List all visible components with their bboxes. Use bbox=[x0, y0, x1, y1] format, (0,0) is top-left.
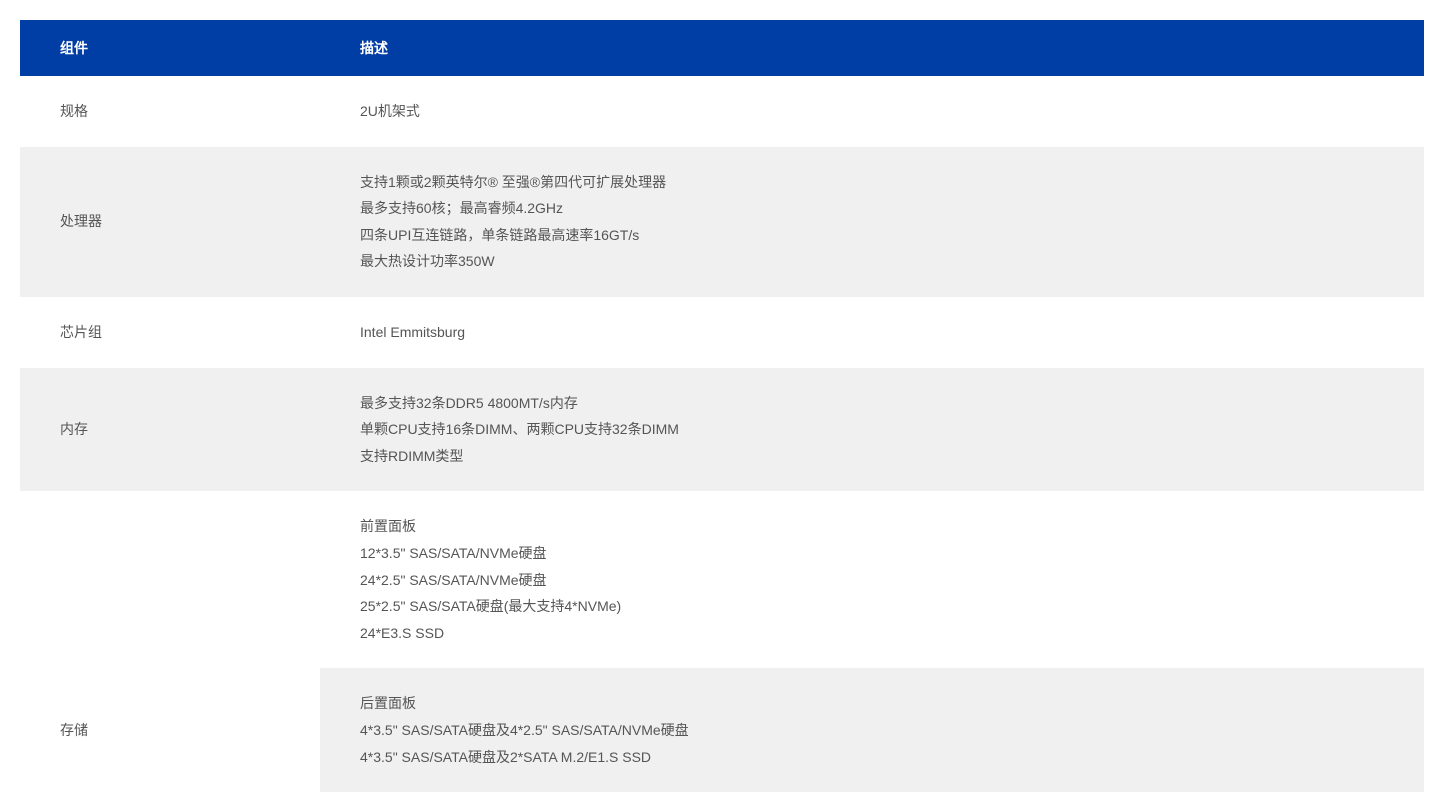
table-row: 芯片组 Intel Emmitsburg bbox=[20, 297, 1424, 368]
cell-component: 芯片组 bbox=[20, 297, 320, 368]
desc-line: 4*3.5" SAS/SATA硬盘及2*SATA M.2/E1.S SSD bbox=[360, 744, 1404, 771]
table-row: 前置面板 12*3.5" SAS/SATA/NVMe硬盘 24*2.5" SAS… bbox=[20, 491, 1424, 668]
cell-description: 支持1颗或2颗英特尔® 至强®第四代可扩展处理器 最多支持60核；最高睿频4.2… bbox=[320, 147, 1424, 297]
table-header-row: 组件 描述 bbox=[20, 20, 1424, 76]
desc-line: 2U机架式 bbox=[360, 98, 1404, 125]
table-row: 规格 2U机架式 bbox=[20, 76, 1424, 147]
desc-line: 单颗CPU支持16条DIMM、两颗CPU支持32条DIMM bbox=[360, 416, 1404, 443]
desc-line: 25*2.5" SAS/SATA硬盘(最大支持4*NVMe) bbox=[360, 593, 1404, 620]
desc-line: 后置面板 bbox=[360, 690, 1404, 717]
desc-line: 四条UPI互连链路，单条链路最高速率16GT/s bbox=[360, 222, 1404, 249]
cell-component bbox=[20, 491, 320, 668]
desc-line: 24*2.5" SAS/SATA/NVMe硬盘 bbox=[360, 567, 1404, 594]
desc-line: Intel Emmitsburg bbox=[360, 319, 1404, 346]
table-body: 规格 2U机架式 处理器 支持1颗或2颗英特尔® 至强®第四代可扩展处理器 最多… bbox=[20, 76, 1424, 792]
cell-component: 内存 bbox=[20, 368, 320, 492]
cell-component: 规格 bbox=[20, 76, 320, 147]
desc-line: 4*3.5" SAS/SATA硬盘及4*2.5" SAS/SATA/NVMe硬盘 bbox=[360, 717, 1404, 744]
cell-description: 前置面板 12*3.5" SAS/SATA/NVMe硬盘 24*2.5" SAS… bbox=[320, 491, 1424, 668]
spec-table: 组件 描述 规格 2U机架式 处理器 支持1颗或2颗英特尔® 至强®第四代可扩展… bbox=[20, 20, 1424, 792]
desc-line: 最多支持60核；最高睿频4.2GHz bbox=[360, 195, 1404, 222]
cell-component: 处理器 bbox=[20, 147, 320, 297]
table-row: 内存 最多支持32条DDR5 4800MT/s内存 单颗CPU支持16条DIMM… bbox=[20, 368, 1424, 492]
header-description: 描述 bbox=[320, 20, 1424, 76]
cell-description: 2U机架式 bbox=[320, 76, 1424, 147]
desc-line: 最多支持32条DDR5 4800MT/s内存 bbox=[360, 390, 1404, 417]
desc-line: 支持RDIMM类型 bbox=[360, 443, 1404, 470]
table-row: 处理器 支持1颗或2颗英特尔® 至强®第四代可扩展处理器 最多支持60核；最高睿… bbox=[20, 147, 1424, 297]
cell-description: 最多支持32条DDR5 4800MT/s内存 单颗CPU支持16条DIMM、两颗… bbox=[320, 368, 1424, 492]
desc-line: 12*3.5" SAS/SATA/NVMe硬盘 bbox=[360, 540, 1404, 567]
cell-description: 后置面板 4*3.5" SAS/SATA硬盘及4*2.5" SAS/SATA/N… bbox=[320, 668, 1424, 792]
cell-component: 存储 bbox=[20, 668, 320, 792]
cell-description: Intel Emmitsburg bbox=[320, 297, 1424, 368]
header-component: 组件 bbox=[20, 20, 320, 76]
table-row: 存储 后置面板 4*3.5" SAS/SATA硬盘及4*2.5" SAS/SAT… bbox=[20, 668, 1424, 792]
desc-line: 24*E3.S SSD bbox=[360, 620, 1404, 647]
desc-line: 最大热设计功率350W bbox=[360, 248, 1404, 275]
desc-line: 支持1颗或2颗英特尔® 至强®第四代可扩展处理器 bbox=[360, 169, 1404, 196]
desc-line: 前置面板 bbox=[360, 513, 1404, 540]
